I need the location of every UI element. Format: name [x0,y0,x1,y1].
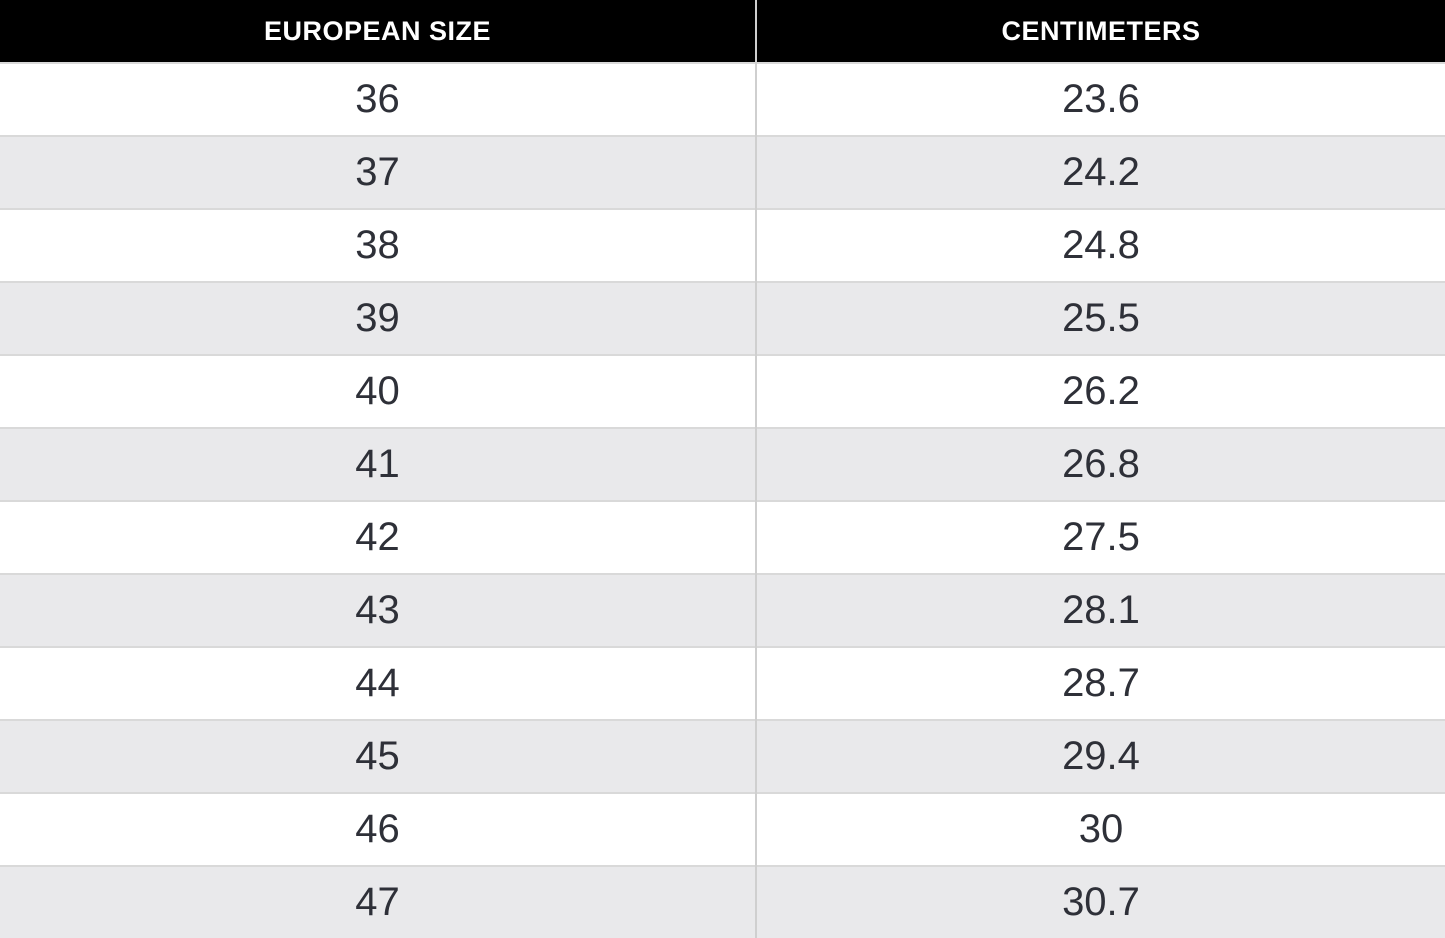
european-size-cell: 41 [0,427,756,501]
centimeters-cell: 24.8 [755,208,1445,282]
table-row: 39 25.5 [0,281,1445,355]
centimeters-cell: 27.5 [755,500,1445,574]
table-row: 40 26.2 [0,354,1445,428]
centimeters-cell: 30 [755,792,1445,866]
table-header-row: EUROPEAN SIZE CENTIMETERS [0,0,1445,63]
column-header-european-size: EUROPEAN SIZE [0,0,756,63]
centimeters-cell: 24.2 [755,135,1445,209]
centimeters-cell: 25.5 [755,281,1445,355]
centimeters-cell: 28.1 [755,573,1445,647]
size-table-body: 36 23.6 37 24.2 38 24.8 39 25.5 40 26.2 41 26.8 42 27… [0,62,1445,938]
centimeters-cell: 28.7 [755,646,1445,720]
european-size-cell: 45 [0,719,756,793]
european-size-cell: 42 [0,500,756,574]
european-size-cell: 37 [0,135,756,209]
table-row: 37 24.2 [0,135,1445,209]
table-row: 43 28.1 [0,573,1445,647]
table-row: 38 24.8 [0,208,1445,282]
centimeters-cell: 29.4 [755,719,1445,793]
table-row: 46 30 [0,792,1445,866]
table-row: 45 29.4 [0,719,1445,793]
centimeters-cell: 23.6 [755,62,1445,136]
european-size-cell: 36 [0,62,756,136]
european-size-cell: 38 [0,208,756,282]
centimeters-cell: 26.8 [755,427,1445,501]
column-header-centimeters: CENTIMETERS [755,0,1445,63]
european-size-cell: 43 [0,573,756,647]
table-row: 41 26.8 [0,427,1445,501]
european-size-cell: 39 [0,281,756,355]
european-size-cell: 44 [0,646,756,720]
table-row: 42 27.5 [0,500,1445,574]
centimeters-cell: 26.2 [755,354,1445,428]
european-size-cell: 46 [0,792,756,866]
european-size-cell: 40 [0,354,756,428]
centimeters-cell: 30.7 [755,865,1445,938]
table-row: 47 30.7 [0,865,1445,938]
european-size-cell: 47 [0,865,756,938]
table-row: 36 23.6 [0,62,1445,136]
table-row: 44 28.7 [0,646,1445,720]
